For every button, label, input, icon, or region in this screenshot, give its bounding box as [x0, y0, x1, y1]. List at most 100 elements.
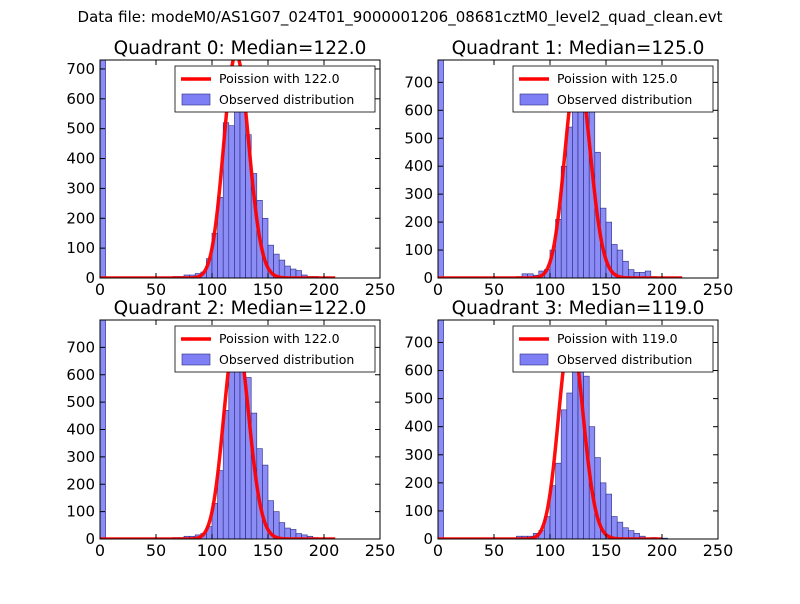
- y-tick-label: 0: [423, 269, 433, 287]
- quadrant-2-title: Quadrant 2: Median=122.0: [114, 298, 367, 319]
- x-tick-label: 0: [433, 541, 443, 560]
- histogram-bar: [278, 259, 286, 278]
- histogram-bar: [278, 522, 286, 539]
- y-tick-label: 400: [404, 157, 433, 175]
- legend-label-observed: Observed distribution: [219, 352, 354, 367]
- y-tick-label: 300: [404, 185, 433, 203]
- y-tick-label: 400: [404, 418, 433, 436]
- quadrant-3-title: Quadrant 3: Median=119.0: [452, 298, 705, 319]
- quadrant-0-title: Quadrant 0: Median=122.0: [114, 38, 367, 59]
- y-tick-label: 200: [66, 209, 95, 227]
- y-tick-label: 500: [66, 393, 95, 411]
- legend-patch-swatch: [181, 93, 211, 106]
- y-tick-label: 200: [66, 475, 95, 493]
- x-tick-label: 200: [647, 541, 678, 560]
- x-tick-label: 100: [197, 541, 228, 560]
- x-tick-label: 100: [535, 541, 566, 560]
- legend-label-poisson: Poission with 122.0: [219, 331, 340, 346]
- x-tick-label: 50: [146, 541, 166, 560]
- x-tick-label: 50: [484, 280, 504, 299]
- histogram-bar: [234, 358, 241, 539]
- histogram-bar: [239, 107, 246, 278]
- x-tick-label: 0: [433, 280, 443, 299]
- quadrant-3-panel: 0 50 100 150 200 250 0 100 200 300 400 500 600 700 Qua…: [404, 298, 733, 560]
- quadrant-2-panel: 0 50 100 150 200 250 0 100 200 300 400 500 600 700 Qua…: [66, 298, 395, 560]
- y-tick-label: 700: [66, 338, 95, 356]
- legend-patch-swatch: [181, 353, 211, 366]
- legend-label-poisson: Poission with 119.0: [557, 331, 678, 346]
- quadrant-1-legend: Poission with 125.0 Observed distribution: [512, 65, 714, 113]
- histogram-bar: [438, 60, 444, 278]
- histogram-bar: [228, 349, 235, 539]
- x-tick-label: 150: [591, 280, 622, 299]
- legend-label-observed: Observed distribution: [557, 92, 692, 107]
- x-tick-label: 150: [253, 541, 284, 560]
- x-tick-label: 50: [484, 541, 504, 560]
- y-tick-label: 0: [423, 530, 433, 548]
- histogram-bar: [616, 521, 624, 539]
- quadrant-1-panel: 0 50 100 150 200 250 0 100 200 300 400 500 600 700 Qua…: [404, 38, 733, 299]
- x-tick-label: 100: [535, 280, 566, 299]
- x-tick-label: 250: [365, 280, 396, 299]
- quadrant-1-title: Quadrant 1: Median=125.0: [452, 38, 705, 59]
- quadrant-1-axes-frame: [437, 59, 719, 279]
- y-tick-label: 600: [66, 366, 95, 384]
- quadrant-3-axes-frame: [437, 319, 719, 540]
- quadrant-0-plot-area: [100, 60, 336, 278]
- y-tick-label: 300: [66, 448, 95, 466]
- legend-label-observed: Observed distribution: [557, 352, 692, 367]
- y-tick-label: 0: [85, 530, 95, 548]
- y-tick-label: 500: [404, 129, 433, 147]
- histogram-bar: [560, 409, 568, 539]
- quadrant-3-legend: Poission with 119.0 Observed distribution: [512, 325, 714, 373]
- legend-patch-swatch: [519, 93, 549, 106]
- y-tick-label: 300: [66, 179, 95, 197]
- x-tick-label: 250: [703, 541, 734, 560]
- y-tick-label: 300: [404, 446, 433, 464]
- y-tick-label: 400: [66, 421, 95, 439]
- legend-label-poisson: Poission with 122.0: [219, 71, 340, 86]
- poisson-curve: [438, 66, 683, 278]
- y-tick-label: 700: [66, 60, 95, 78]
- quadrant-2-legend: Poission with 122.0 Observed distribution: [174, 325, 376, 373]
- figure-suptitle: Data file: modeM0/AS1G07_024T01_90000012…: [77, 8, 723, 26]
- histogram-bar: [100, 60, 106, 278]
- x-tick-label: 0: [95, 541, 105, 560]
- x-tick-label: 150: [591, 541, 622, 560]
- histogram-bar: [234, 83, 241, 278]
- histogram-bar: [611, 516, 618, 539]
- quadrant-0-legend: Poission with 122.0 Observed distribution: [174, 65, 376, 113]
- y-tick-label: 0: [85, 269, 95, 287]
- y-tick-label: 600: [404, 362, 433, 380]
- quadrant-3-plot-area: [438, 320, 668, 539]
- legend-patch-swatch: [519, 353, 549, 366]
- y-tick-label: 100: [404, 241, 433, 259]
- histogram-bar: [605, 493, 612, 539]
- legend-label-observed: Observed distribution: [219, 92, 354, 107]
- x-tick-label: 250: [365, 541, 396, 560]
- x-tick-label: 200: [309, 541, 340, 560]
- histogram-bar: [644, 270, 652, 278]
- y-tick-label: 200: [404, 474, 433, 492]
- y-tick-label: 200: [404, 213, 433, 231]
- legend-label-poisson: Poission with 125.0: [557, 71, 678, 86]
- y-tick-label: 400: [66, 150, 95, 168]
- histogram-bar: [438, 320, 444, 539]
- y-tick-label: 100: [66, 239, 95, 257]
- y-tick-label: 700: [404, 73, 433, 91]
- histogram-bar: [566, 392, 573, 539]
- x-tick-label: 200: [309, 280, 340, 299]
- histogram-bar: [228, 125, 235, 278]
- y-tick-label: 500: [66, 120, 95, 138]
- x-tick-label: 100: [197, 280, 228, 299]
- histogram-bar: [566, 126, 573, 278]
- y-tick-label: 600: [66, 90, 95, 108]
- histogram-bar: [622, 260, 629, 278]
- x-tick-label: 0: [95, 280, 105, 299]
- histogram-bar: [616, 249, 624, 278]
- y-tick-label: 600: [404, 101, 433, 119]
- y-tick-label: 100: [404, 502, 433, 520]
- y-tick-label: 100: [66, 503, 95, 521]
- y-tick-label: 700: [404, 333, 433, 351]
